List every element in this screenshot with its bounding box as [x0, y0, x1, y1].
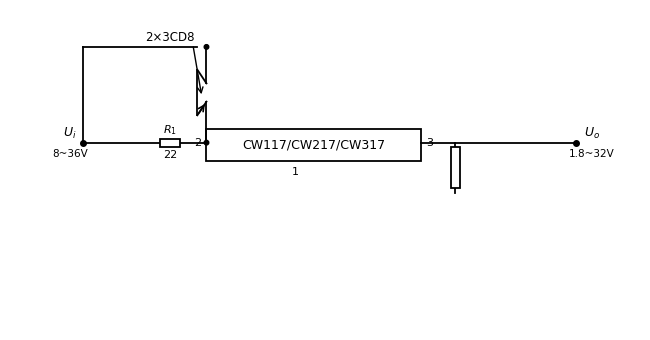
- Circle shape: [204, 45, 209, 49]
- Text: $R_1$: $R_1$: [163, 123, 177, 137]
- Text: 8~36V: 8~36V: [52, 149, 88, 158]
- Text: CW117/CW217/CW317: CW117/CW217/CW317: [242, 138, 385, 151]
- Text: 3: 3: [426, 138, 433, 148]
- Circle shape: [204, 140, 209, 145]
- Text: 1.8~32V: 1.8~32V: [569, 149, 615, 158]
- Bar: [207, 129, 421, 161]
- Bar: [451, 147, 460, 188]
- Text: $U_o$: $U_o$: [584, 126, 600, 141]
- Text: 22: 22: [163, 150, 177, 160]
- Bar: [160, 138, 180, 147]
- Text: $U_i$: $U_i$: [63, 126, 77, 141]
- Text: 2: 2: [194, 138, 201, 148]
- Text: 2×3CD8: 2×3CD8: [145, 31, 195, 44]
- Text: 1: 1: [291, 167, 298, 177]
